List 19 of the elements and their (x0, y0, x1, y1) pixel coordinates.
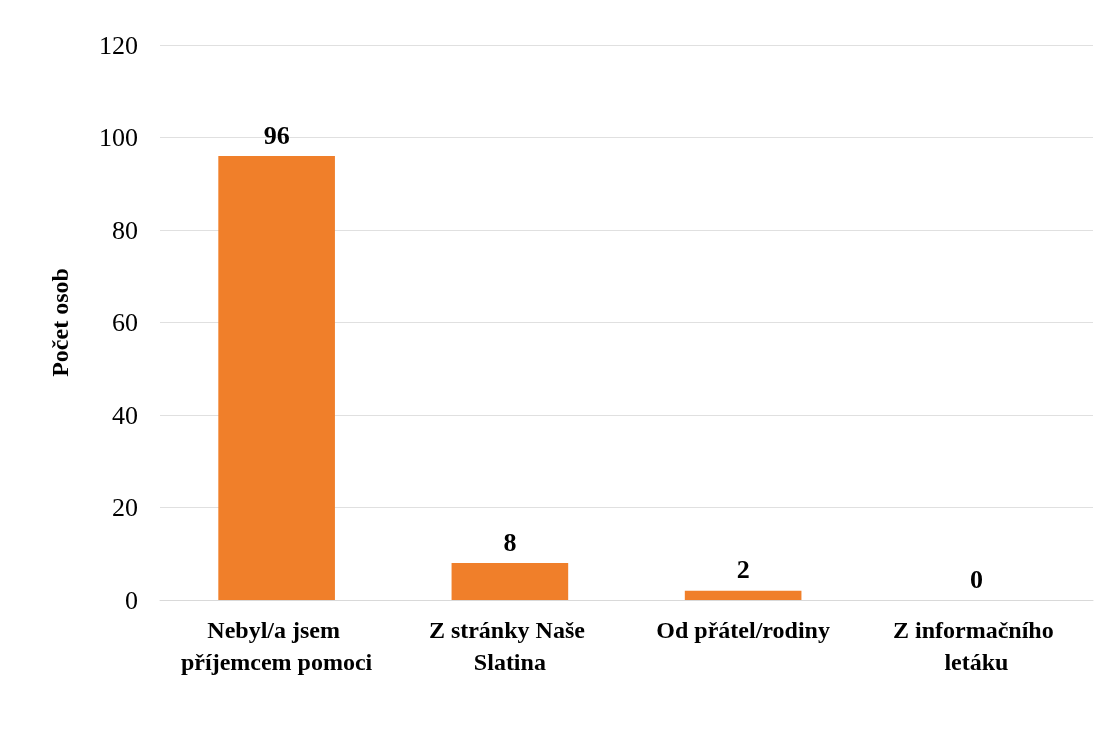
y-tick-label: 60 (112, 308, 138, 337)
y-tick-label: 20 (112, 493, 138, 522)
x-tick-label: Od přátel/rodiny (656, 617, 830, 643)
bar (218, 156, 335, 600)
data-label: 8 (503, 527, 517, 557)
y-tick-label: 120 (99, 30, 138, 60)
x-tick-label: Z informačního letáku (893, 617, 1060, 675)
bar (451, 563, 569, 600)
data-label: 2 (736, 555, 750, 585)
data-label: 96 (263, 120, 290, 150)
y-tick-label: 40 (112, 400, 138, 430)
y-tick-label: 0 (125, 585, 138, 615)
x-tick-label: Nebyl/a jsem příjemcem pomoci (180, 617, 373, 675)
data-label: 0 (969, 564, 983, 594)
y-tick-label: 100 (99, 123, 138, 152)
y-axis-title: Počet osob (47, 268, 73, 377)
x-tick-label: Z stránky Naše Slatina (428, 617, 591, 675)
bar (684, 590, 802, 600)
y-tick-label: 80 (112, 215, 138, 245)
